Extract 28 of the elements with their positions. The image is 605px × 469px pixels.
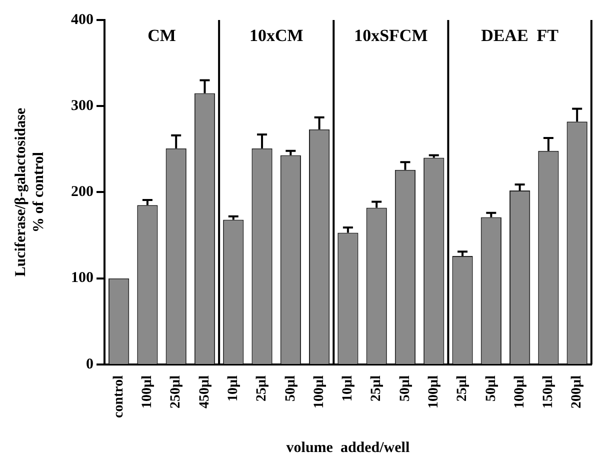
y-tick-label: 0 bbox=[86, 356, 94, 372]
x-tick-label: 50µl bbox=[484, 375, 499, 402]
x-tick-label: 25µl bbox=[455, 375, 470, 402]
y-tick-label: 200 bbox=[71, 184, 94, 200]
x-tick-label: 100µl bbox=[140, 375, 156, 408]
x-tick-label: 450µl bbox=[197, 375, 212, 408]
x-tick-label: 25µl bbox=[254, 375, 270, 402]
x-tick-label: 10µl bbox=[226, 375, 241, 402]
x-axis-title: volume added/well bbox=[286, 440, 410, 456]
y-tick-label: 300 bbox=[71, 98, 94, 114]
x-tick-label: control bbox=[111, 375, 126, 418]
annotation: DEAE FT bbox=[481, 26, 560, 45]
x-tick-label: 25µl bbox=[369, 375, 384, 402]
x-tick-label: 150µl bbox=[541, 375, 556, 408]
y-tick-label: 100 bbox=[71, 270, 94, 286]
x-tick-label: 10µl bbox=[340, 375, 356, 402]
x-tick-label: 50µl bbox=[398, 375, 413, 402]
x-tick-label: 200µl bbox=[570, 375, 585, 408]
annotation: 10xSFCM bbox=[354, 26, 428, 45]
x-tick-label: 50µl bbox=[283, 375, 298, 402]
y-axis-title: Luciferase/β-galactosidase % of control bbox=[12, 108, 47, 277]
annotation: 10xCM bbox=[249, 26, 304, 45]
x-tick-label: 100µl bbox=[512, 375, 528, 408]
x-tick-label: 100µl bbox=[312, 375, 327, 408]
x-tick-label: 250µl bbox=[168, 375, 184, 408]
annotation: CM bbox=[148, 26, 176, 45]
y-tick-label: 400 bbox=[71, 12, 94, 28]
x-tick-label: 100µl bbox=[426, 375, 442, 408]
